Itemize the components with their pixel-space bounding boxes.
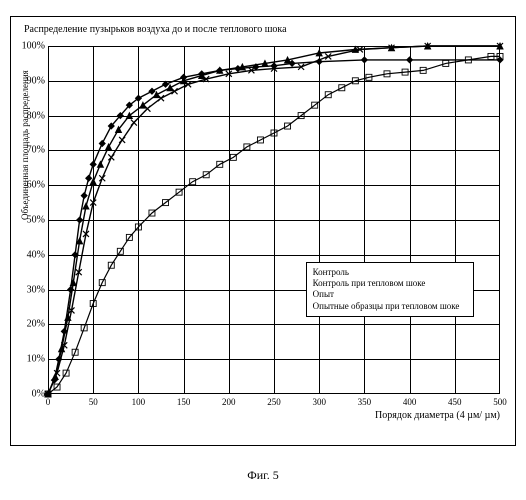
series-line-experiment_thermal [48, 56, 500, 394]
x-tick-label: 200 [222, 394, 236, 407]
series-marker-control_thermal [97, 161, 103, 167]
figure-page: Распределение пузырьков воздуха до и пос… [0, 0, 526, 500]
figure-caption: Фиг. 5 [0, 468, 526, 483]
legend-item: Контроль [313, 267, 467, 278]
series-marker-experiment [99, 175, 105, 181]
series-marker-control_thermal [153, 92, 159, 98]
series-marker-experiment [172, 88, 178, 94]
series-marker-control [90, 161, 96, 167]
y-tick-label: 70% [27, 145, 48, 156]
series-marker-experiment [144, 106, 150, 112]
series-marker-control [99, 140, 105, 146]
series-marker-experiment [119, 137, 125, 143]
series-marker-control [86, 175, 92, 181]
x-tick-label: 400 [403, 394, 417, 407]
series-marker-control [163, 81, 169, 87]
legend-item: Контроль при тепловом шоке [313, 278, 467, 289]
y-tick-label: 20% [27, 319, 48, 330]
x-tick-label: 300 [312, 394, 326, 407]
y-tick-label: 10% [27, 354, 48, 365]
y-tick-label: 60% [27, 180, 48, 191]
series-marker-control [407, 57, 413, 63]
series-line-control_thermal [48, 46, 500, 394]
y-tick-label: 80% [27, 110, 48, 121]
series-marker-control_thermal [106, 144, 112, 150]
x-axis-label: Порядок диаметра (4 µм/ µм) [375, 410, 500, 421]
x-tick-label: 350 [358, 394, 372, 407]
series-marker-experiment [108, 154, 114, 160]
series-marker-control [77, 217, 83, 223]
series-marker-experiment [131, 120, 137, 126]
y-tick-label: 50% [27, 215, 48, 226]
y-tick-label: 30% [27, 284, 48, 295]
legend-item: Опыт [313, 289, 467, 300]
y-tick-label: 90% [27, 75, 48, 86]
series-marker-control_thermal [167, 85, 173, 91]
series-marker-control [149, 88, 155, 94]
series-line-control [48, 60, 500, 394]
y-tick-label: 100% [22, 41, 48, 52]
legend-item: Опытные образцы при тепловом шоке [313, 301, 467, 312]
x-tick-label: 450 [448, 394, 462, 407]
x-tick-label: 500 [493, 394, 507, 407]
x-tick-label: 150 [177, 394, 191, 407]
series-marker-experiment [158, 95, 164, 101]
series-layer [48, 46, 500, 394]
chart-title: Распределение пузырьков воздуха до и пос… [24, 24, 287, 35]
series-marker-control_thermal [90, 179, 96, 185]
series-line-experiment [48, 46, 500, 394]
series-marker-control [81, 193, 87, 199]
y-tick-label: 40% [27, 249, 48, 260]
x-tick-label: 0 [46, 394, 51, 407]
series-marker-control [361, 57, 367, 63]
plot-area: 0%10%20%30%40%50%60%70%80%90%100% 050100… [48, 46, 500, 394]
x-tick-label: 250 [267, 394, 281, 407]
legend: КонтрольКонтроль при тепловом шокеОпытОп… [306, 262, 474, 317]
series-marker-control_thermal [83, 203, 89, 209]
x-tick-label: 50 [89, 394, 98, 407]
x-tick-label: 100 [132, 394, 146, 407]
